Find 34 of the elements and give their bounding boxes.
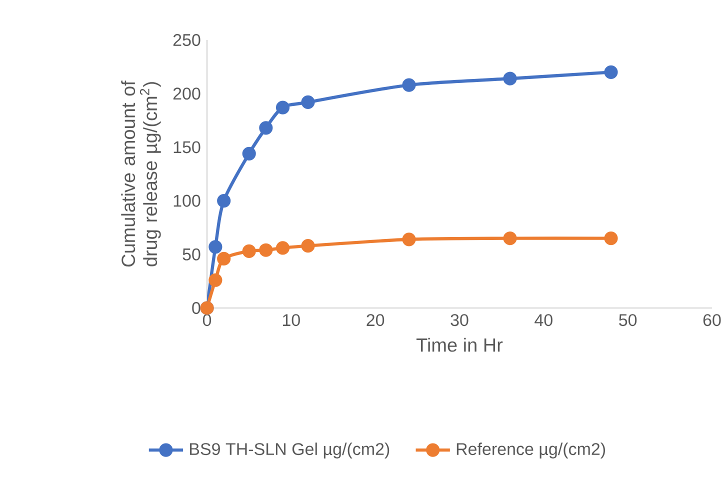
point [259, 121, 273, 135]
point [503, 232, 517, 246]
point [503, 72, 517, 86]
point [301, 239, 315, 253]
legend-label: Reference µg/(cm2) [456, 442, 606, 458]
x-tick-label: 0 [202, 314, 212, 326]
y-tick-label: 50 [182, 248, 200, 260]
point [402, 232, 416, 246]
x-tick-label: 10 [283, 314, 300, 326]
point [242, 244, 256, 258]
point [208, 273, 222, 287]
legend-label: BS9 TH-SLN Gel µg/(cm2) [190, 442, 390, 458]
point [604, 232, 618, 246]
point [276, 100, 290, 114]
point [217, 252, 231, 266]
point [242, 146, 256, 160]
point [217, 194, 231, 208]
y-tick-label: 100 [174, 194, 200, 207]
x-tick-label: 30 [450, 314, 468, 326]
point [301, 95, 315, 109]
point [604, 65, 618, 79]
x-tick-label: 60 [703, 314, 721, 326]
y-tick-label: 0 [192, 302, 200, 314]
y-tick-label: 150 [174, 141, 200, 154]
x-tick-label: 20 [366, 314, 384, 326]
point [402, 78, 416, 92]
point [276, 241, 290, 255]
point [259, 243, 273, 257]
x-tick-label: 50 [619, 314, 637, 326]
y-tick-label: 250 [173, 34, 200, 46]
x-tick-label: 40 [534, 314, 552, 326]
point [208, 240, 222, 254]
x-axis-title: Time in Hr [416, 338, 503, 352]
y-tick-label: 200 [173, 88, 200, 100]
